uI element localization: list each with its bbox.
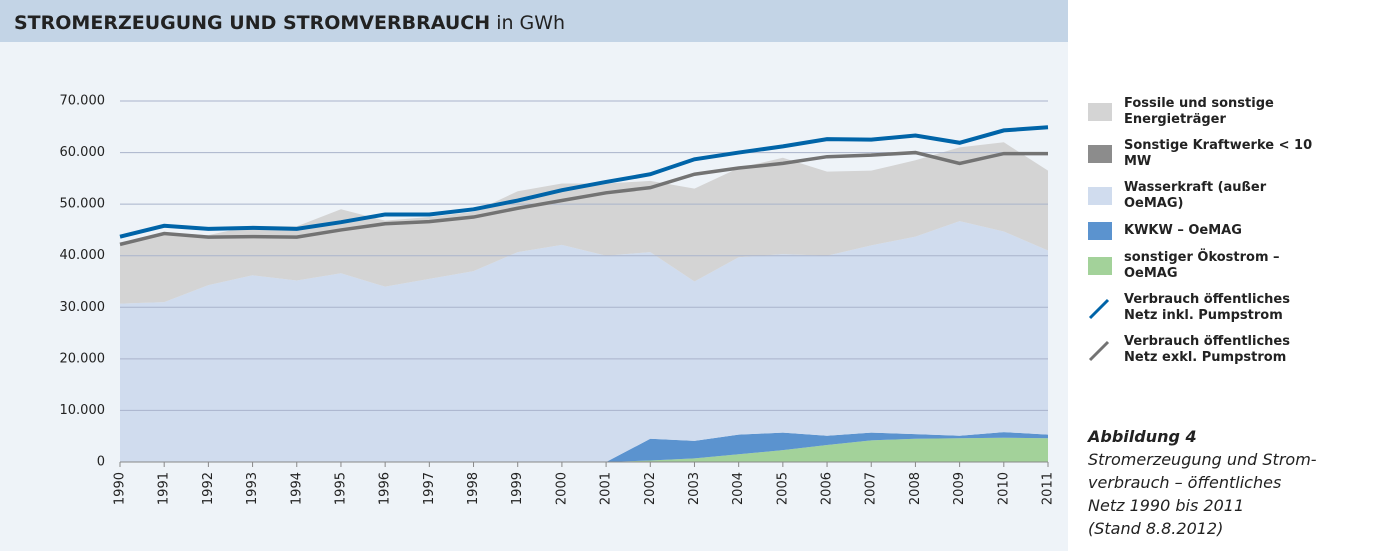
legend-item: KWKW – OeMAG — [1088, 222, 1328, 240]
legend-swatch — [1088, 257, 1112, 275]
area — [120, 221, 1048, 462]
legend-label: KWKW – OeMAG — [1124, 223, 1242, 238]
legend-label: Sonstige Kraftwerke < 10 MW — [1124, 138, 1313, 169]
caption-label: Abbildung 4 — [1088, 427, 1197, 446]
x-tick-label: 1996 — [378, 472, 393, 505]
legend-swatch — [1088, 145, 1112, 163]
legend-swatch — [1088, 222, 1112, 240]
y-tick-label: 60.000 — [60, 145, 106, 160]
legend-line — [1088, 298, 1110, 320]
x-tick-label: 1999 — [510, 472, 525, 505]
legend-swatch — [1088, 187, 1112, 205]
x-tick-label: 2009 — [952, 472, 967, 505]
legend-swatch — [1088, 340, 1110, 362]
legend-swatch — [1088, 298, 1110, 320]
x-tick-label: 2002 — [643, 472, 658, 505]
x-tick-label: 2007 — [864, 472, 879, 505]
x-tick-label: 1992 — [201, 472, 216, 505]
x-tick-label: 2011 — [1041, 472, 1056, 505]
legend-item: Fossile und sonstige Energieträger — [1088, 96, 1328, 128]
header — [0, 0, 1068, 42]
y-tick-label: 70.000 — [60, 94, 106, 109]
x-tick-label: 2006 — [820, 472, 835, 505]
y-tick-label: 10.000 — [60, 403, 106, 418]
x-tick-label: 2010 — [996, 472, 1011, 505]
y-tick-label: 40.000 — [60, 248, 106, 263]
x-tick-label: 1993 — [245, 472, 260, 505]
x-tick-label: 1991 — [157, 472, 172, 505]
legend-label: Fossile und sonstige Energieträger — [1124, 96, 1274, 127]
legend-label: Wasserkraft (außer OeMAG) — [1124, 180, 1267, 211]
chart: STROMERZEUGUNG UND STROMVERBRAUCH in GWh… — [0, 0, 1068, 551]
line — [119, 150, 1048, 247]
x-tick-label: 1995 — [333, 472, 348, 505]
x-tick-label: 2005 — [775, 472, 790, 505]
x-tick-label: 1998 — [466, 472, 481, 505]
x-tick-label: 1997 — [422, 472, 437, 505]
legend-swatch — [1088, 103, 1112, 121]
legend-label: Verbrauch öffentliches Netz inkl. Pumpst… — [1124, 292, 1290, 323]
caption-line: Netz 1990 bis 2011 — [1088, 496, 1245, 515]
x-tick-label: 2000 — [554, 472, 569, 505]
x-tick-label: 2001 — [599, 472, 614, 505]
legend-label: sonstiger Ökostrom – OeMAG — [1124, 250, 1280, 281]
legend-item: Verbrauch öffentliches Netz exkl. Pumpst… — [1088, 334, 1328, 366]
caption-line: (Stand 8.8.2012) — [1088, 519, 1224, 538]
legend-item: sonstiger Ökostrom – OeMAG — [1088, 250, 1328, 282]
y-tick-label: 0 — [97, 455, 105, 470]
legend: Fossile und sonstige Energieträger Sonsti… — [1088, 96, 1328, 376]
y-tick-label: 30.000 — [60, 300, 106, 315]
chart-title: STROMERZEUGUNG UND STROMVERBRAUCH in GWh — [14, 12, 565, 34]
unit: in GWh — [496, 12, 565, 34]
x-tick-label: 2004 — [731, 472, 746, 505]
legend-line — [1088, 340, 1110, 362]
caption-line: verbrauch – öffentliches — [1088, 473, 1282, 492]
y-tick-label: 20.000 — [60, 351, 106, 366]
x-tick-label: 2003 — [687, 472, 702, 505]
x-tick-label: 2008 — [908, 472, 923, 505]
legend-item: Sonstige Kraftwerke < 10 MW — [1088, 138, 1328, 170]
legend-label: Verbrauch öffentliches Netz exkl. Pumpst… — [1124, 334, 1290, 365]
areas — [120, 142, 1048, 462]
caption-line: Stromerzeugung und Strom- — [1088, 450, 1317, 469]
x-tick-label: 1994 — [289, 472, 304, 505]
area — [120, 142, 1048, 304]
caption: Abbildung 4 Stromerzeugung und Strom-ver… — [1088, 425, 1318, 540]
title: STROMERZEUGUNG UND STROMVERBRAUCH — [14, 12, 490, 34]
area — [120, 432, 1048, 462]
line — [119, 125, 1049, 239]
x-tick-label: 1990 — [113, 472, 128, 505]
legend-item: Verbrauch öffentliches Netz inkl. Pumpst… — [1088, 292, 1328, 324]
legend-item: Wasserkraft (außer OeMAG) — [1088, 180, 1328, 212]
area — [120, 437, 1048, 462]
y-tick-label: 50.000 — [60, 197, 106, 212]
